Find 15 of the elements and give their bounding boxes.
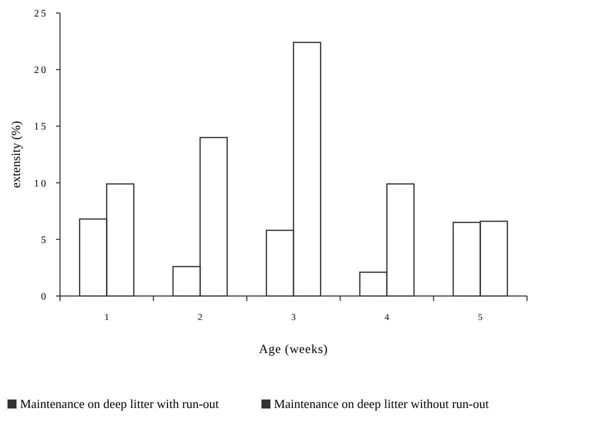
y-tick-label: 20 xyxy=(34,65,48,76)
y-tick-label: 0 xyxy=(41,292,48,302)
y-tick-label: 10 xyxy=(34,178,48,190)
x-axis-title: Age (weeks) xyxy=(258,342,328,356)
x-tick-label: 5 xyxy=(478,312,484,322)
y-tick-label: 5 xyxy=(41,234,48,246)
y-axis-title: extensity (%) xyxy=(9,121,23,188)
x-tick-label: 1 xyxy=(104,312,109,322)
x-tick-label: 4 xyxy=(384,312,390,322)
x-tick-label: 2 xyxy=(198,312,202,322)
y-tick-label: 25 xyxy=(34,8,48,20)
legend-label: Maintenance on deep litter without run-out xyxy=(274,397,490,411)
legend-label: Maintenance on deep litter with run-out xyxy=(20,397,220,411)
x-tick-label: 3 xyxy=(291,312,296,322)
y-tick-label: 15 xyxy=(34,122,48,133)
